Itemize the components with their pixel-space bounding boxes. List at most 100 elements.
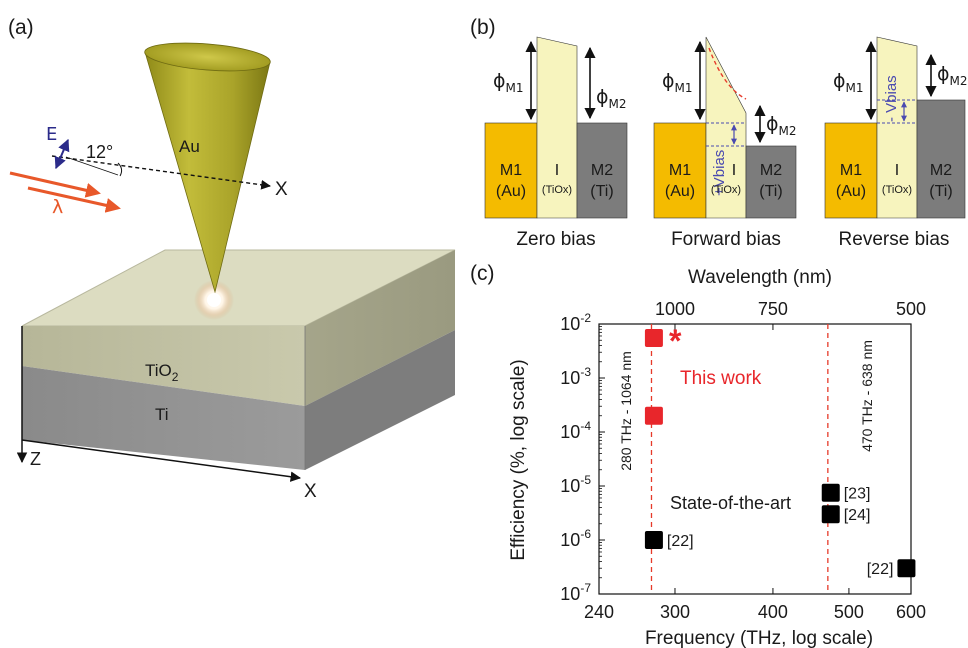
ti-side-face [305, 330, 455, 470]
vline-left-label: 280 THz - 1064 nm [618, 351, 634, 471]
forward-bias-label: +Vbias [711, 150, 728, 196]
x-axis-top-label: X [275, 179, 288, 200]
band-diagram-reverse-bias: - Vbias ϕM1 ϕM2 M1 (Au) I (TiOx) M2 (Ti)… [824, 36, 968, 250]
phi-m1-label: ϕM1 [833, 70, 864, 95]
m1-name: M1 [500, 162, 522, 179]
top-tick-label-0: 1000 [655, 299, 695, 319]
this-work-label: This work [680, 368, 762, 389]
plot-frame [598, 323, 912, 595]
star-marker: * [669, 323, 682, 359]
m2-material: (Ti) [590, 183, 613, 200]
data-label-1-1: [23] [844, 486, 871, 503]
tio2-label: TiO2 [145, 361, 179, 384]
au-label: Au [179, 137, 200, 156]
panel-c-label: (c) [470, 262, 495, 285]
wave-arrow-1 [9, 171, 101, 198]
phi-m1-label: ϕM1 [493, 70, 524, 95]
wave-label: λ [52, 196, 63, 218]
top-axis-title: Wavelength (nm) [688, 267, 832, 288]
caption-zero-bias: Zero bias [516, 229, 595, 250]
m2-name: M2 [591, 162, 613, 179]
ti-front-face [22, 366, 305, 470]
band-diagram-zero-bias: ϕM1 ϕM2 M1 (Au) I (TiOx) M2 (Ti) Zero bi… [484, 36, 628, 250]
panel-b: (b) ϕM1 ϕM2 M1 (Au) I (TiOx) M2 (Ti) Zer… [470, 16, 968, 250]
y-tick-label-2: 10-4 [560, 419, 591, 442]
data-point-0-1 [644, 406, 663, 425]
m2-material: (Ti) [929, 183, 952, 200]
caption-forward-bias: Forward bias [671, 229, 781, 250]
m2-block [576, 122, 628, 219]
m2-material: (Ti) [759, 183, 782, 200]
ins-material: (TiOx) [882, 184, 912, 196]
e-field-arrow [54, 138, 70, 170]
substrate-slab [21, 249, 456, 470]
m2-name: M2 [930, 162, 952, 179]
incidence-line [65, 156, 119, 176]
y-tick-label-0: 10-2 [560, 311, 591, 334]
data-point-0-0 [644, 329, 663, 348]
x-axis-title: Frequency (THz, log scale) [645, 628, 873, 648]
chart-marks: 240 300 400 500 600 1000 750 500 10-2 10-3 10-4 10-… [560, 299, 926, 622]
panel-b-label: (b) [470, 16, 496, 39]
x-axis-bottom-label: X [304, 481, 317, 502]
y-tick-label-5: 10-7 [560, 581, 591, 604]
m1-material: (Au) [496, 183, 526, 200]
propagation-line [51, 155, 271, 190]
e-field-label: E [46, 124, 57, 145]
data-label-1-3: [22] [867, 561, 894, 578]
m1-material: (Au) [836, 183, 866, 200]
ins-name: I [555, 162, 559, 179]
ti-label: Ti [155, 405, 169, 424]
m1-material: (Au) [665, 183, 695, 200]
gold-tip-cone [144, 42, 271, 294]
x-tick-label-4: 600 [896, 602, 926, 622]
x-axis-bottom [21, 439, 302, 482]
m2-block [745, 145, 797, 219]
tio2-front-face [22, 326, 305, 406]
z-axis-label: Z [30, 449, 41, 469]
tio2-side-face [305, 250, 455, 406]
wave-arrow-2 [27, 186, 121, 213]
m2-block [916, 99, 966, 219]
ins-material: (TiOx) [542, 184, 572, 196]
m1-block [484, 122, 538, 219]
x-tick-label-3: 500 [834, 602, 864, 622]
top-tick-label-2: 500 [896, 299, 926, 319]
hotspot-core [207, 293, 221, 307]
state-of-art-label: State-of-the-art [670, 493, 791, 513]
data-point-1-1 [821, 483, 840, 502]
data-label-1-0: [22] [667, 533, 694, 550]
vline-right-label: 470 THz - 638 nm [859, 340, 875, 452]
panel-c: (c) Wavelength (nm) Efficiency (%, log s… [470, 262, 926, 648]
phi-m2-label: ϕM2 [596, 86, 627, 111]
phi-m2-label: ϕM2 [766, 113, 797, 138]
phi-m2-label: ϕM2 [937, 63, 968, 88]
m1-block [653, 122, 707, 219]
caption-reverse-bias: Reverse bias [839, 229, 950, 250]
m1-name: M1 [669, 162, 691, 179]
x-tick-label-1: 300 [660, 602, 690, 622]
m2-name: M2 [760, 162, 782, 179]
ins-name: I [732, 162, 736, 179]
m1-block [824, 122, 878, 219]
panel-a-label: (a) [8, 16, 34, 39]
top-tick-label-1: 750 [758, 299, 788, 319]
angle-arc [117, 162, 123, 177]
data-point-1-2 [821, 505, 840, 524]
reverse-bias-label: - Vbias [883, 75, 900, 122]
y-tick-label-4: 10-6 [560, 527, 591, 550]
ins-material: (TiOx) [711, 184, 741, 196]
phi-m1-label: ϕM1 [662, 70, 693, 95]
panel-a: (a) TiO2 Ti Z X Au X [8, 16, 456, 502]
y-tick-label-1: 10-3 [560, 365, 591, 388]
x-tick-label-2: 400 [758, 602, 788, 622]
ins-name: I [895, 162, 899, 179]
data-point-1-3 [897, 559, 916, 578]
barrier-curve [708, 47, 747, 100]
angle-label: 12° [86, 142, 113, 162]
data-point-1-0 [644, 531, 663, 549]
data-label-1-2: [24] [844, 507, 871, 524]
y-tick-label-3: 10-5 [560, 473, 591, 496]
x-tick-label-0: 240 [584, 602, 614, 622]
